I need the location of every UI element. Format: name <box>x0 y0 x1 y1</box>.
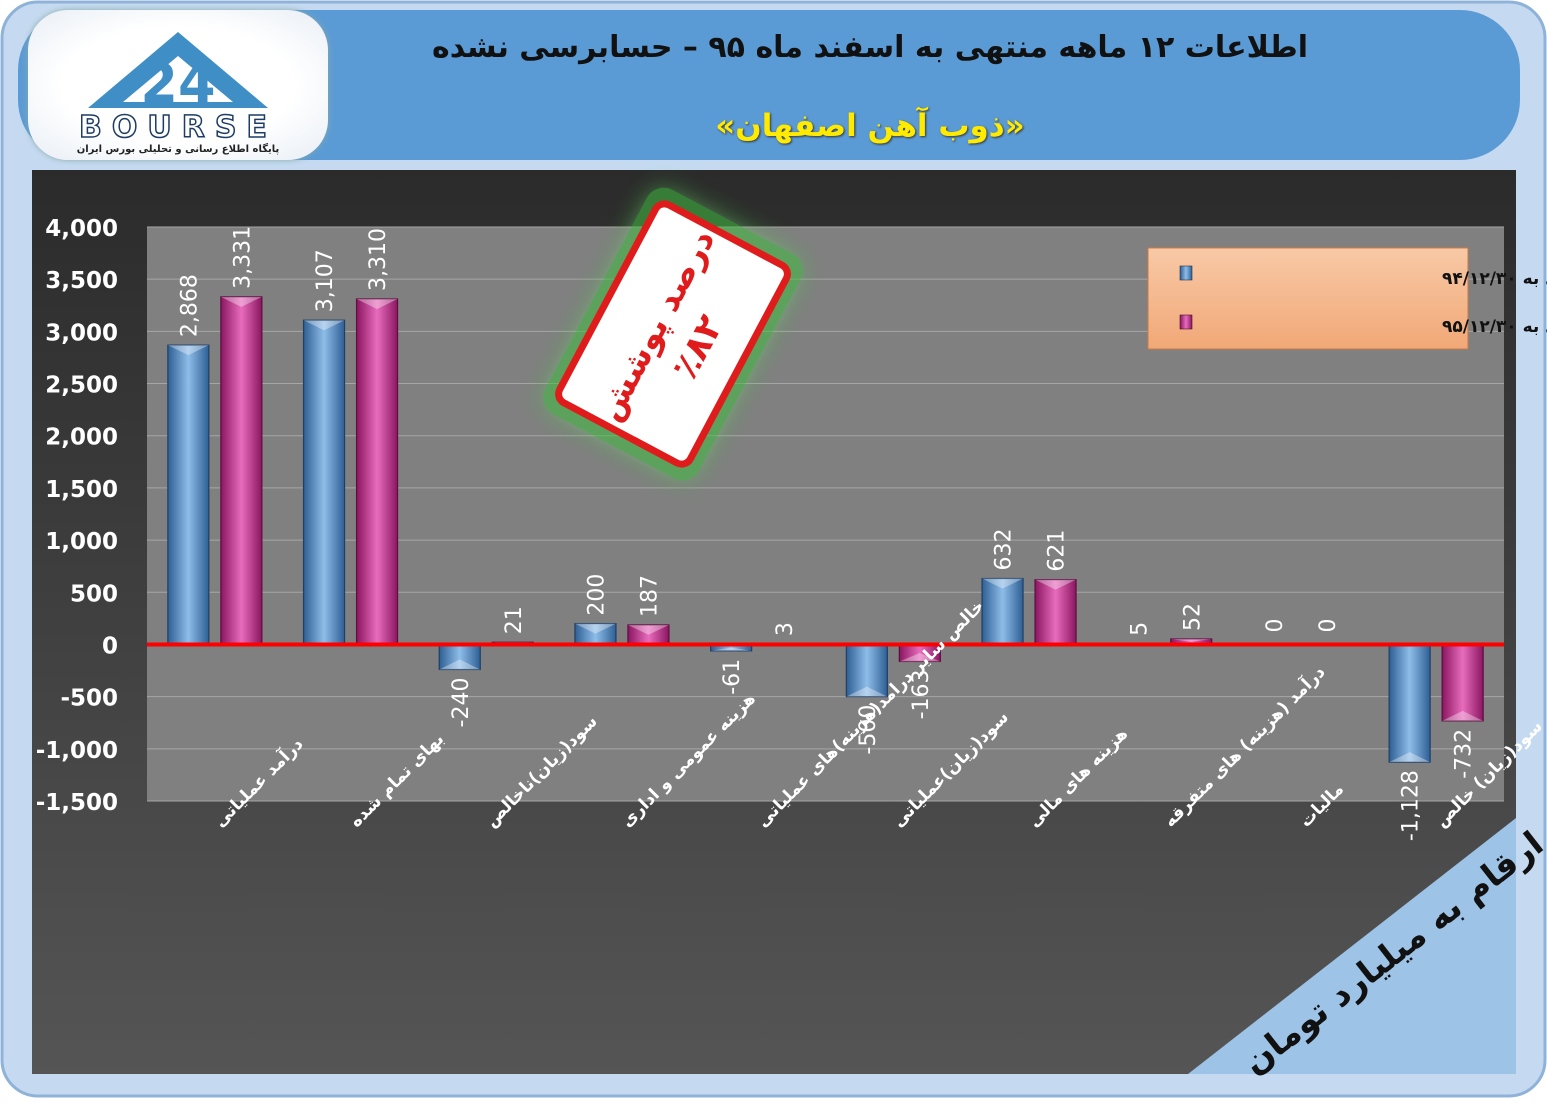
data-label-series1: 200 <box>584 574 609 616</box>
bar-series2 <box>1034 579 1077 646</box>
legend: عملکرد منتهی به ۹۴/۱۲/۳۰ عملکرد منتهی به… <box>1147 247 1547 350</box>
data-label-series1: 632 <box>992 528 1017 570</box>
data-label-series2: 3,331 <box>230 226 255 289</box>
data-label-series2: 187 <box>637 575 662 617</box>
legend-series1-swatch <box>1179 265 1193 281</box>
y-tick-label: 0 <box>102 633 118 659</box>
bars <box>167 296 1484 763</box>
legend-series1-label: عملکرد منتهی به ۹۴/۱۲/۳۰ <box>1442 269 1547 289</box>
bar-cap <box>1389 752 1431 763</box>
data-label-series2: 21 <box>502 606 527 634</box>
header-band <box>18 10 1520 160</box>
bar-cap <box>220 296 262 307</box>
y-tick-label: -1,000 <box>36 738 118 764</box>
bar-series1 <box>845 643 888 698</box>
data-label-series2: 0 <box>1316 618 1341 632</box>
y-tick-label: -500 <box>60 686 118 712</box>
y-tick-label: -1,500 <box>36 790 118 816</box>
units-triangle <box>1188 818 1516 1074</box>
bar-cap <box>1035 579 1077 590</box>
bar-cap <box>982 578 1024 589</box>
data-label-series1: 2,868 <box>177 274 202 337</box>
legend-series2-label: عملکرد منتهی به ۹۵/۱۲/۳۰ <box>1442 317 1547 337</box>
y-tick-label: 2,000 <box>45 425 118 451</box>
logo: 24 BOURSE پایگاه اطلاع رسانی و تحلیلی بو… <box>28 10 328 160</box>
bar-series1 <box>1388 643 1431 763</box>
coverage-stamp: درصد پوشش ٪۸۲ <box>543 187 803 481</box>
y-tick-label: 3,500 <box>45 268 118 294</box>
bar-cap <box>846 686 888 697</box>
data-labels: 2,868 3,331 3,107 3,310 -240 21 200 187 -61 3 -500… <box>177 226 1476 841</box>
data-label-series2: 621 <box>1045 530 1070 572</box>
y-tick-label: 1,000 <box>45 529 118 555</box>
data-label-series1: 5 <box>1127 622 1152 636</box>
bar-cap <box>356 299 398 310</box>
data-label-series1: -1,128 <box>1399 770 1424 841</box>
bar-cap <box>627 624 669 635</box>
bar-series1 <box>438 643 481 671</box>
y-tick-label: 500 <box>70 581 118 607</box>
bar-cap <box>1442 710 1484 721</box>
bar-cap <box>710 647 752 651</box>
data-label-series2: -732 <box>1452 729 1477 779</box>
data-label-series1: 3,107 <box>313 249 338 312</box>
data-label-series2: 52 <box>1180 603 1205 631</box>
company-name: «ذوب آهن اصفهان» <box>715 108 1025 144</box>
bar-cap <box>1170 639 1212 642</box>
bar-cap <box>303 320 345 331</box>
data-label-series1: -500 <box>856 705 881 755</box>
y-tick-label: 1,500 <box>45 477 118 503</box>
data-label-series1: -61 <box>720 659 745 695</box>
bar-cap <box>439 659 481 670</box>
bar-cap <box>899 652 941 662</box>
data-label-series2: -163 <box>909 669 934 719</box>
legend-series2-swatch <box>1179 314 1193 330</box>
bar-series2 <box>355 298 399 646</box>
data-label-series1: 0 <box>1263 618 1288 632</box>
logo-word: BOURSE <box>78 109 277 146</box>
bar-cap <box>167 345 209 356</box>
y-tick-label: 3,000 <box>45 320 118 346</box>
logo-numeral: 24 <box>140 52 215 115</box>
y-axis: 4,000 3,500 3,000 2,500 2,000 1,500 1,000 500 0 -… <box>36 216 118 816</box>
logo-tagline: پایگاه اطلاع رسانی و تحلیلی بورس ایران <box>76 144 280 155</box>
y-tick-label: 4,000 <box>45 216 118 242</box>
data-label-series2: 3 <box>773 622 798 636</box>
page-title: اطلاعات ۱۲ ماهه منتهی به اسفند ماه ۹۵ – … <box>432 30 1308 65</box>
logo-mark-icon: 24 <box>88 32 268 115</box>
bar-series2 <box>1441 643 1484 722</box>
data-label-series1: -240 <box>449 678 474 728</box>
legend-box <box>1147 247 1469 350</box>
y-tick-label: 2,500 <box>45 373 118 399</box>
bar-series1 <box>302 319 346 646</box>
bar-series2 <box>220 296 263 646</box>
bar-cap <box>574 623 616 634</box>
bar-series1 <box>167 344 210 646</box>
data-label-series2: 3,310 <box>366 228 391 291</box>
